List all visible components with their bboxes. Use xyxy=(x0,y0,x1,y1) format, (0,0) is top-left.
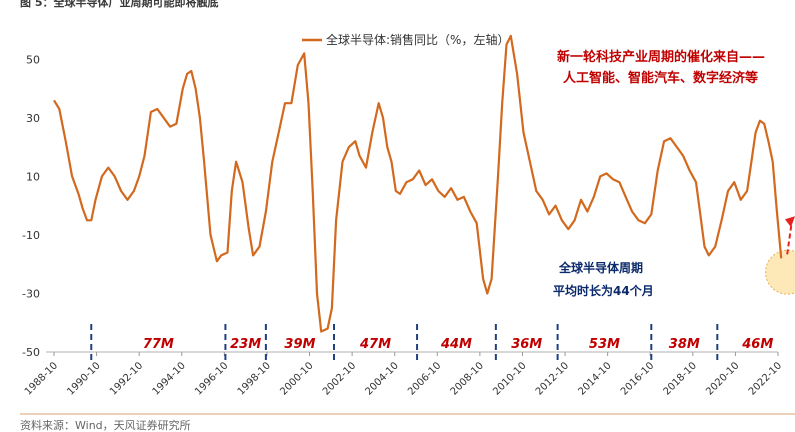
legend-label: 全球半导体:销售同比（%，左轴） xyxy=(326,32,509,47)
upturn-arrowhead-icon xyxy=(785,216,795,228)
y-tick-label: -10 xyxy=(22,229,40,242)
annotation-catalyst-line2: 人工智能、智能汽车、数字经济等 xyxy=(563,70,758,86)
annotation-cycle-line2: 平均时长为44个月 xyxy=(553,283,654,298)
cycle-duration-label: 36M xyxy=(511,337,542,352)
x-tick-label: 2004-10 xyxy=(363,360,400,397)
y-tick-label: -50 xyxy=(22,346,40,359)
x-axis: 1988-10 1990-10 1992-10 1994-10 1996-10 1998-… xyxy=(23,352,784,398)
y-tick-label: 30 xyxy=(26,112,40,125)
annotation-catalyst-line1: 新一轮科技产业周期的催化来自—— xyxy=(557,49,765,65)
x-tick-label: 2020-10 xyxy=(704,360,741,397)
cycle-markers: 77M 23M 39M 47M 44M 36M 53M 38M 46M xyxy=(90,324,773,360)
x-tick-label: 1996-10 xyxy=(193,360,230,397)
annotation-cycle-line1: 全球半导体周期 xyxy=(558,260,643,275)
cycle-duration-label: 44M xyxy=(440,337,472,352)
y-tick-label: -30 xyxy=(22,287,40,300)
x-tick-label: 2000-10 xyxy=(278,360,315,397)
series-line-semiconductor-sales-yoy xyxy=(53,34,783,333)
x-tick-label: 2018-10 xyxy=(662,360,699,397)
cycle-duration-label: 23M xyxy=(230,337,261,352)
x-tick-label: 1994-10 xyxy=(151,360,188,397)
y-axis: 50 30 10 -10 -30 -50 xyxy=(22,53,40,359)
figure-title: 图 5：全球半导体厂业周期可能即将触底 xyxy=(20,0,218,9)
source-note: 资料来源：Wind，天风证券研究所 xyxy=(20,418,191,432)
x-tick-label: 2016-10 xyxy=(619,360,656,397)
x-tick-label: 1988-10 xyxy=(23,360,60,397)
cycle-duration-label: 53M xyxy=(589,337,620,352)
y-tick-label: 50 xyxy=(26,53,40,66)
x-tick-label: 2002-10 xyxy=(321,360,358,397)
x-tick-label: 2010-10 xyxy=(491,360,528,397)
cycle-duration-label: 47M xyxy=(359,337,391,352)
x-tick-label: 1998-10 xyxy=(236,360,273,397)
trough-highlight-circle xyxy=(765,249,795,295)
x-tick-label: 2022-10 xyxy=(747,360,784,397)
x-tick-label: 1992-10 xyxy=(108,360,145,397)
cycle-duration-label: 46M xyxy=(741,337,773,352)
x-tick-label: 2012-10 xyxy=(534,360,571,397)
x-tick-label: 1990-10 xyxy=(65,360,102,397)
y-tick-label: 10 xyxy=(26,170,40,183)
legend: 全球半导体:销售同比（%，左轴） xyxy=(302,32,509,47)
cycle-duration-label: 39M xyxy=(284,337,315,352)
x-tick-label: 2006-10 xyxy=(406,360,443,397)
x-tick-label: 2008-10 xyxy=(449,360,486,397)
cycle-duration-label: 77M xyxy=(143,337,174,352)
cycle-duration-label: 38M xyxy=(669,337,700,352)
x-tick-label: 2014-10 xyxy=(576,360,613,397)
